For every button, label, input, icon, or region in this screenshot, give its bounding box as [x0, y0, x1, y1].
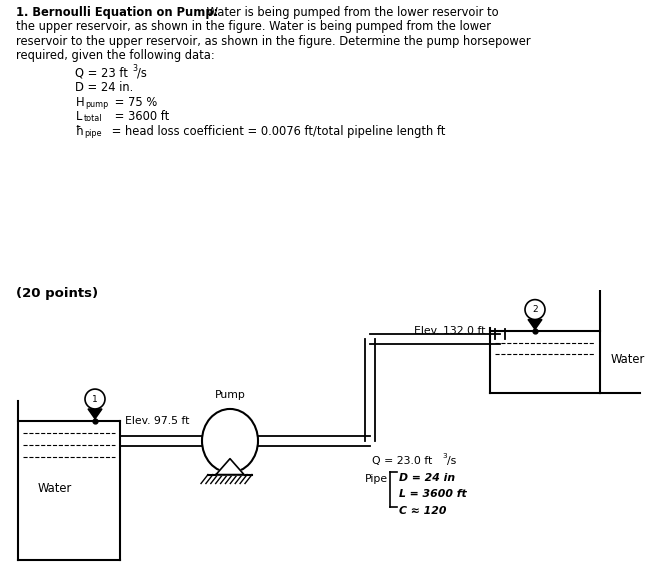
Ellipse shape	[202, 409, 258, 473]
Text: 1: 1	[92, 395, 98, 403]
Text: total: total	[84, 114, 102, 123]
Text: ħ: ħ	[76, 125, 83, 137]
Text: 1. Bernoulli Equation on Pump:: 1. Bernoulli Equation on Pump:	[16, 6, 218, 19]
Circle shape	[85, 389, 105, 409]
Text: Q = 23 ft: Q = 23 ft	[76, 66, 128, 80]
Circle shape	[525, 300, 545, 319]
Text: = head loss coefficient = 0.0076 ft/total pipeline length ft: = head loss coefficient = 0.0076 ft/tota…	[108, 125, 445, 137]
Text: = 3600 ft: = 3600 ft	[110, 110, 169, 123]
Text: required, given the following data:: required, given the following data:	[16, 49, 214, 62]
Text: /s: /s	[137, 66, 147, 80]
Polygon shape	[528, 319, 542, 329]
Text: Elev. 132.0 ft: Elev. 132.0 ft	[414, 327, 485, 336]
Text: C ≈ 120: C ≈ 120	[399, 507, 447, 516]
Text: pipe: pipe	[84, 129, 102, 137]
Text: the upper reservoir, as shown in the figure. Water is being pumped from the lowe: the upper reservoir, as shown in the fig…	[16, 20, 491, 33]
Text: = 75 %: = 75 %	[110, 95, 157, 108]
Text: Water: Water	[38, 482, 72, 495]
Polygon shape	[216, 459, 244, 475]
Text: 3: 3	[442, 453, 447, 459]
Text: reservoir to the upper reservoir, as shown in the figure. Determine the pump hor: reservoir to the upper reservoir, as sho…	[16, 35, 530, 48]
Text: D = 24 in: D = 24 in	[399, 473, 455, 483]
Text: Water is being pumped from the lower reservoir to: Water is being pumped from the lower res…	[202, 6, 498, 19]
Text: L = 3600 ft: L = 3600 ft	[399, 490, 466, 499]
Text: Q = 23.0 ft: Q = 23.0 ft	[372, 456, 432, 466]
Text: 3: 3	[132, 64, 137, 73]
Text: Elev. 97.5 ft: Elev. 97.5 ft	[125, 416, 189, 426]
Text: Pipe: Pipe	[365, 474, 388, 483]
Text: (20 points): (20 points)	[16, 287, 98, 300]
Polygon shape	[88, 409, 102, 419]
Text: D = 24 in.: D = 24 in.	[76, 81, 133, 94]
Text: H: H	[76, 95, 84, 108]
Text: pump: pump	[85, 100, 108, 108]
Text: Pump: Pump	[215, 390, 246, 400]
Text: 2: 2	[532, 305, 538, 314]
Text: Water: Water	[611, 353, 645, 366]
Text: L: L	[76, 110, 81, 123]
Text: /s: /s	[447, 456, 456, 466]
